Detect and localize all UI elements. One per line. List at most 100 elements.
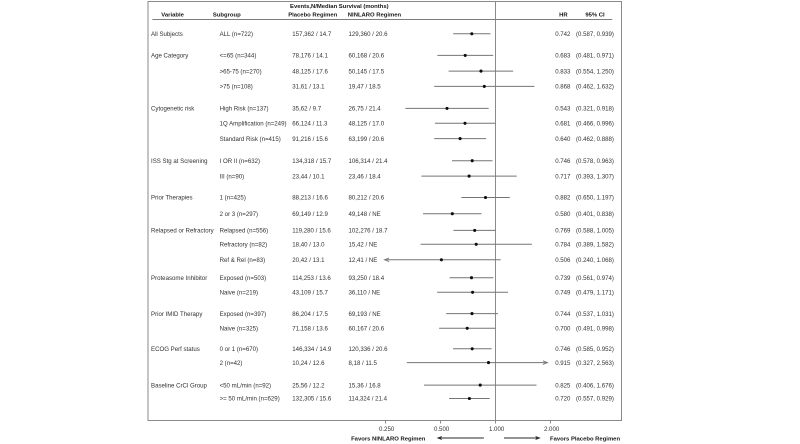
svg-text:Placebo Regimen: Placebo Regimen — [288, 13, 338, 19]
svg-text:48,125 / 17.6: 48,125 / 17.6 — [292, 68, 328, 75]
svg-text:(0.561, 0.974): (0.561, 0.974) — [576, 275, 614, 282]
svg-text:Naive (n=219): Naive (n=219) — [220, 290, 258, 297]
svg-text:0.784: 0.784 — [555, 242, 571, 249]
svg-text:0.749: 0.749 — [555, 290, 571, 297]
svg-text:>= 50 mL/min (n=629): >= 50 mL/min (n=629) — [220, 396, 280, 403]
svg-text:Naive (n=325): Naive (n=325) — [220, 326, 258, 333]
svg-text:12,41 / NE: 12,41 / NE — [349, 257, 378, 264]
svg-text:0.769: 0.769 — [555, 228, 571, 235]
svg-text:Relapsed (n=556): Relapsed (n=556) — [220, 228, 269, 235]
svg-text:0.746: 0.746 — [555, 158, 571, 165]
svg-text:0.700: 0.700 — [555, 326, 571, 333]
svg-text:0.833: 0.833 — [555, 68, 571, 75]
svg-text:50,145 / 17.5: 50,145 / 17.5 — [349, 68, 385, 75]
svg-text:(0.578, 0.963): (0.578, 0.963) — [576, 158, 614, 165]
svg-text:132,305 / 15.6: 132,305 / 15.6 — [292, 396, 332, 403]
svg-text:1.000: 1.000 — [489, 426, 505, 433]
svg-text:23,44 / 10.1: 23,44 / 10.1 — [292, 173, 325, 180]
svg-text:Refractory (n=82): Refractory (n=82) — [220, 242, 268, 249]
svg-text:106,314 / 21.4: 106,314 / 21.4 — [349, 158, 389, 165]
svg-text:0.882: 0.882 — [555, 195, 571, 202]
svg-text:157,362 / 14.7: 157,362 / 14.7 — [292, 31, 332, 38]
svg-text:>65-75 (n=270): >65-75 (n=270) — [220, 68, 262, 75]
svg-text:Favors Placebo Regimen: Favors Placebo Regimen — [550, 437, 620, 443]
svg-text:36,110 / NE: 36,110 / NE — [349, 290, 381, 297]
svg-text:69,193 / NE: 69,193 / NE — [349, 311, 381, 318]
svg-text:(0.466, 0.996): (0.466, 0.996) — [576, 121, 614, 128]
svg-text:10,24 / 12.6: 10,24 / 12.6 — [292, 360, 325, 367]
svg-text:26,75 / 21.4: 26,75 / 21.4 — [349, 106, 382, 113]
svg-text:(0.393, 1.307): (0.393, 1.307) — [576, 173, 614, 180]
svg-text:(0.406, 1.676): (0.406, 1.676) — [576, 382, 614, 389]
svg-text:(0.327, 2.563): (0.327, 2.563) — [576, 360, 614, 367]
svg-text:(0.401, 0.838): (0.401, 0.838) — [576, 211, 614, 218]
svg-text:146,334 / 14.9: 146,334 / 14.9 — [292, 346, 332, 353]
svg-text:120,336 / 20.6: 120,336 / 20.6 — [349, 346, 389, 353]
svg-text:129,360 / 20.6: 129,360 / 20.6 — [349, 31, 389, 38]
svg-text:71,158 / 13.6: 71,158 / 13.6 — [292, 326, 328, 333]
svg-text:2 (n=42): 2 (n=42) — [220, 360, 243, 367]
svg-text:HR: HR — [559, 13, 568, 19]
svg-text:0.717: 0.717 — [555, 173, 571, 180]
svg-text:(0.240, 1.068): (0.240, 1.068) — [576, 257, 614, 264]
svg-text:Proteasome Inhibitor: Proteasome Inhibitor — [151, 275, 207, 282]
svg-text:0.868: 0.868 — [555, 84, 571, 91]
svg-text:(0.462, 0.888): (0.462, 0.888) — [576, 136, 614, 143]
svg-text:102,276 / 18.7: 102,276 / 18.7 — [349, 228, 389, 235]
svg-text:>75 (n=108): >75 (n=108) — [220, 84, 253, 91]
svg-text:Subgroup: Subgroup — [213, 13, 241, 19]
svg-text:0.825: 0.825 — [555, 382, 571, 389]
svg-text:(0.481, 0.971): (0.481, 0.971) — [576, 53, 614, 60]
svg-text:Events,N/Median Survival (mont: Events,N/Median Survival (months) — [290, 4, 389, 10]
svg-text:95% CI: 95% CI — [585, 13, 605, 19]
svg-text:(0.588, 1.005): (0.588, 1.005) — [576, 228, 614, 235]
svg-text:(0.587, 0.939): (0.587, 0.939) — [576, 31, 614, 38]
svg-text:49,148 / NE: 49,148 / NE — [349, 211, 381, 218]
svg-text:0.739: 0.739 — [555, 275, 571, 282]
svg-text:119,280 / 15.6: 119,280 / 15.6 — [292, 228, 331, 235]
svg-text:ECOG Perf status: ECOG Perf status — [151, 346, 200, 353]
svg-text:0.683: 0.683 — [555, 53, 571, 60]
svg-text:(0.462, 1.632): (0.462, 1.632) — [576, 84, 614, 91]
svg-text:78,176 / 14.1: 78,176 / 14.1 — [292, 53, 328, 60]
svg-text:63,199 / 20.6: 63,199 / 20.6 — [349, 136, 385, 143]
svg-text:93,250 / 18.4: 93,250 / 18.4 — [349, 275, 385, 282]
svg-text:0.746: 0.746 — [555, 346, 571, 353]
svg-text:Variable: Variable — [161, 13, 184, 19]
svg-text:0 or 1 (n=670): 0 or 1 (n=670) — [220, 346, 258, 353]
svg-text:<50 mL/min (n=92): <50 mL/min (n=92) — [220, 382, 272, 389]
svg-text:114,324 / 21.4: 114,324 / 21.4 — [349, 396, 388, 403]
svg-text:18,40 / 13.0: 18,40 / 13.0 — [292, 242, 325, 249]
svg-text:0.742: 0.742 — [555, 31, 571, 38]
svg-text:43,109 / 15.7: 43,109 / 15.7 — [292, 290, 328, 297]
svg-text:66,124 / 11.3: 66,124 / 11.3 — [292, 121, 328, 128]
svg-text:19,47 / 18.5: 19,47 / 18.5 — [349, 84, 382, 91]
svg-text:Baseline CrCl Group: Baseline CrCl Group — [151, 382, 207, 389]
svg-text:2 or 3 (n=297): 2 or 3 (n=297) — [220, 211, 258, 218]
svg-text:All Subjects: All Subjects — [151, 31, 183, 38]
svg-text:NINLARO Regimen: NINLARO Regimen — [348, 13, 402, 19]
svg-text:(0.650, 1.197): (0.650, 1.197) — [576, 195, 614, 202]
svg-text:(0.554, 1.250): (0.554, 1.250) — [576, 68, 614, 75]
svg-text:Prior Therapies: Prior Therapies — [151, 195, 193, 202]
svg-text:Standard Risk (n=415): Standard Risk (n=415) — [220, 136, 281, 143]
svg-text:High Risk (n=137): High Risk (n=137) — [220, 106, 269, 113]
svg-text:60,168 / 20.6: 60,168 / 20.6 — [349, 53, 385, 60]
svg-text:ISS Stg at Screening: ISS Stg at Screening — [151, 158, 208, 165]
svg-text:0.543: 0.543 — [555, 106, 571, 113]
svg-text:60,167 / 20.6: 60,167 / 20.6 — [349, 326, 385, 333]
svg-text:25,56 / 12.2: 25,56 / 12.2 — [292, 382, 325, 389]
svg-text:III (n=90): III (n=90) — [220, 173, 245, 180]
svg-text:0.915: 0.915 — [555, 360, 571, 367]
svg-text:0.506: 0.506 — [555, 257, 571, 264]
svg-text:0.720: 0.720 — [555, 396, 571, 403]
svg-text:69,149 / 12.9: 69,149 / 12.9 — [292, 211, 328, 218]
svg-text:0.580: 0.580 — [555, 211, 571, 218]
svg-text:23,46 / 18.4: 23,46 / 18.4 — [349, 173, 382, 180]
svg-text:(0.557, 0.929): (0.557, 0.929) — [576, 396, 614, 403]
svg-text:(0.321, 0.918): (0.321, 0.918) — [576, 106, 614, 113]
svg-text:134,318 / 15.7: 134,318 / 15.7 — [292, 158, 332, 165]
svg-text:1 (n=425): 1 (n=425) — [220, 195, 246, 202]
svg-text:31,61 / 13.1: 31,61 / 13.1 — [292, 84, 325, 91]
svg-text:15,36 / 16.8: 15,36 / 16.8 — [349, 382, 382, 389]
